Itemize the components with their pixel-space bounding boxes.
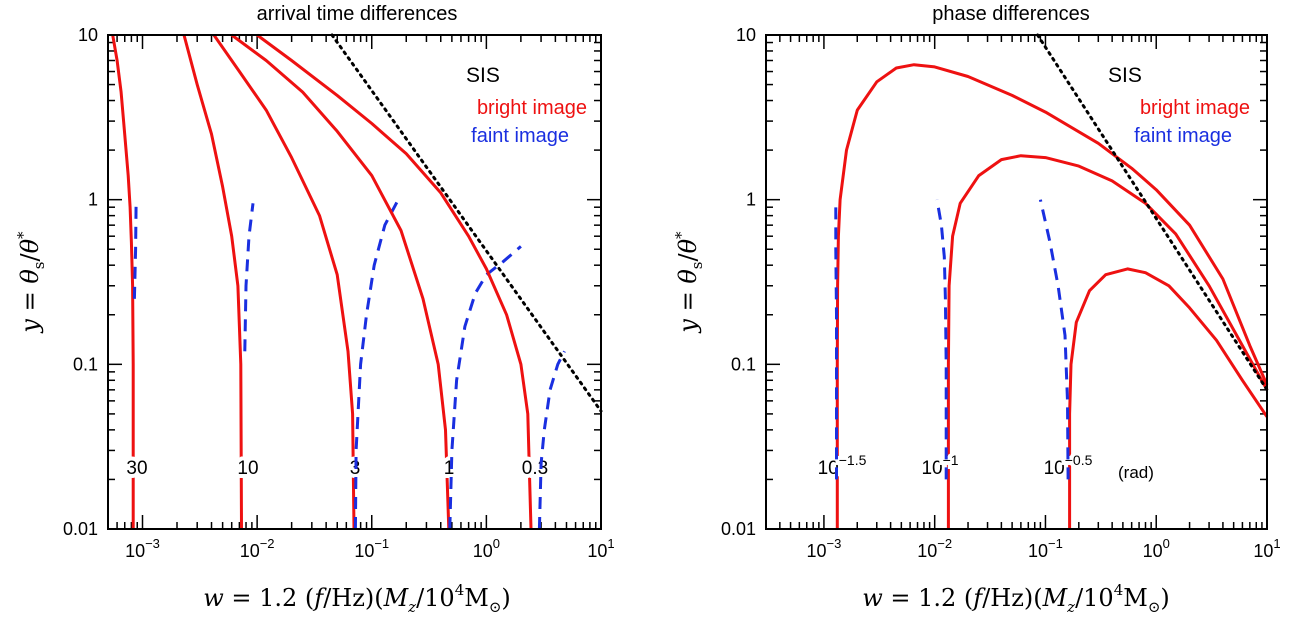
y-tick-label: 10 bbox=[736, 25, 756, 45]
y-axis-label: y = θs/θ* bbox=[672, 231, 706, 334]
legend-bright-image: bright image bbox=[477, 97, 587, 119]
data-series: 30 10 3 1 0.3 bbox=[111, 33, 603, 530]
bright-curve bbox=[256, 33, 533, 530]
legend-title: SIS bbox=[466, 64, 500, 87]
faint-curve bbox=[243, 203, 255, 352]
faint-curve bbox=[834, 203, 838, 480]
bright-curve bbox=[835, 63, 1269, 529]
x-tick-label: 10−1 bbox=[1028, 536, 1063, 561]
x-tick-label: 100 bbox=[1143, 536, 1170, 561]
chart-title: arrival time differences bbox=[257, 3, 458, 25]
faint-curve bbox=[132, 203, 138, 299]
svg-text:w = 1.2 (f/Hz)(Mz/104M⊙): w = 1.2 (f/Hz)(Mz/104M⊙) bbox=[862, 581, 1170, 616]
svg-text:y = θs/θ*: y = θs/θ* bbox=[672, 231, 706, 334]
legend-bright-image: bright image bbox=[1140, 97, 1250, 119]
legend-faint-image: faint image bbox=[471, 125, 569, 147]
y-tick-label: 0.01 bbox=[721, 519, 756, 539]
chart-title: phase differences bbox=[932, 3, 1090, 25]
curve-label: 10−0.5 bbox=[1044, 452, 1093, 479]
y-tick-label: 1 bbox=[88, 190, 98, 210]
svg-text:y = θs/θ*: y = θs/θ* bbox=[14, 231, 48, 334]
x-tick-label: 10−3 bbox=[806, 536, 841, 561]
bright-curve bbox=[212, 34, 356, 530]
y-tick-label: 0.1 bbox=[731, 354, 756, 374]
curve-label: 10−1 bbox=[921, 452, 958, 479]
y-tick-label: 0.1 bbox=[73, 354, 98, 374]
bright-curve bbox=[1068, 267, 1269, 529]
x-tick-label: 101 bbox=[1253, 536, 1280, 561]
arrival-time-panel: arrival time differences 10−3 10−2 10−1 100… bbox=[14, 3, 615, 616]
plot-frame bbox=[107, 34, 602, 530]
curve-label: 1 bbox=[444, 458, 455, 479]
svg-text:w = 1.2 (f/Hz)(Mz/104M⊙): w = 1.2 (f/Hz)(Mz/104M⊙) bbox=[203, 581, 511, 616]
faint-curve bbox=[1038, 199, 1070, 480]
axis-ticks: 10−3 10−2 10−1 100 101 0.01 0.1 1 10 bbox=[721, 25, 1281, 561]
x-tick-label: 10−2 bbox=[240, 536, 275, 561]
legend: SIS bright image faint image bbox=[1108, 64, 1250, 147]
faint-curve bbox=[448, 245, 522, 530]
x-tick-label: 100 bbox=[473, 536, 500, 561]
curve-label: 0.3 bbox=[522, 458, 548, 479]
bright-curve bbox=[111, 34, 135, 529]
phase-panel: phase differences 10−3 10−2 10−1 100 1010.01… bbox=[672, 3, 1281, 616]
curve-label: 10−1.5 bbox=[818, 452, 867, 479]
faint-curve bbox=[935, 199, 948, 480]
x-tick-label: 10−1 bbox=[354, 536, 389, 561]
y-tick-label: 1 bbox=[746, 190, 756, 210]
y-tick-label: 10 bbox=[78, 25, 98, 45]
faint-curve bbox=[353, 199, 400, 530]
legend-faint-image: faint image bbox=[1134, 125, 1232, 147]
y-tick-label: 0.01 bbox=[63, 519, 98, 539]
x-tick-label: 10−3 bbox=[125, 536, 160, 561]
legend: SIS bright image faint image bbox=[466, 64, 587, 147]
x-tick-label: 10−2 bbox=[917, 536, 952, 561]
y-axis-label: y = θs/θ* bbox=[14, 231, 48, 334]
unit-annotation: (rad) bbox=[1118, 463, 1154, 482]
x-axis-label: w = 1.2 (f/Hz)(Mz/104M⊙) bbox=[203, 581, 511, 616]
plot-frame bbox=[765, 34, 1268, 530]
x-axis-label: w = 1.2 (f/Hz)(Mz/104M⊙) bbox=[862, 581, 1170, 616]
faint-curve bbox=[537, 350, 566, 530]
asymptote-curve bbox=[330, 33, 603, 413]
x-tick-label: 101 bbox=[587, 536, 614, 561]
curve-label: 30 bbox=[126, 458, 147, 479]
bright-curve bbox=[230, 33, 451, 530]
bright-curve bbox=[946, 154, 1269, 529]
asymptote-curve bbox=[1036, 33, 1269, 392]
legend-title: SIS bbox=[1108, 64, 1142, 87]
bright-curve bbox=[182, 34, 243, 530]
curve-label: 10 bbox=[237, 458, 258, 479]
